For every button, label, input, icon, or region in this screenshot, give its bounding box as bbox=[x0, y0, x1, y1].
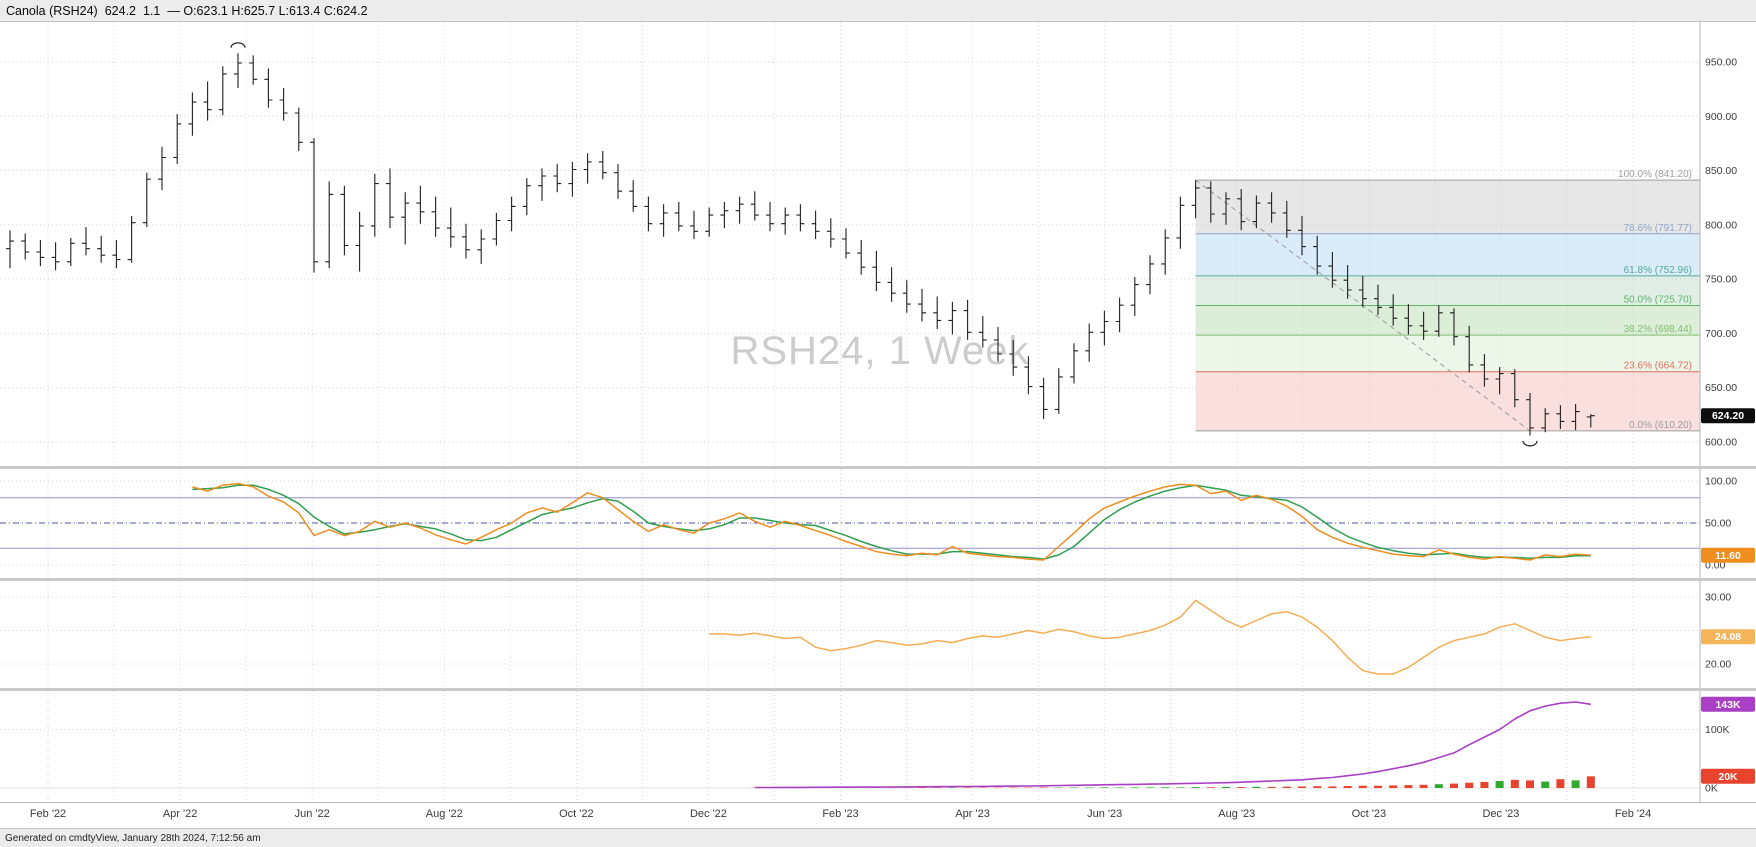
last-price: 624.2 bbox=[104, 3, 136, 18]
svg-text:100.0% (841.20): 100.0% (841.20) bbox=[1618, 169, 1692, 180]
time-axis-label: Oct '23 bbox=[1351, 808, 1387, 820]
oscillator-panel: 100.00 50.00 0.00 11.60 bbox=[0, 466, 1756, 578]
svg-text:61.8% (752.96): 61.8% (752.96) bbox=[1624, 265, 1692, 276]
svg-text:50.00: 50.00 bbox=[1705, 518, 1731, 530]
svg-text:RSH24, 1 Week: RSH24, 1 Week bbox=[730, 329, 1029, 373]
svg-text:30.00: 30.00 bbox=[1705, 592, 1731, 604]
time-axis-label: Oct '22 bbox=[559, 808, 594, 820]
time-axis-label: Dec '22 bbox=[689, 808, 727, 820]
volume-open-interest-chart[interactable]: 100K 0K 143K 20K bbox=[0, 691, 1756, 802]
svg-text:100K: 100K bbox=[1705, 724, 1730, 736]
chart-header: Canola (RSH24) 624.2 1.1 — O:623.1 H:625… bbox=[0, 0, 1756, 22]
price-change: 1.1 bbox=[143, 3, 161, 18]
svg-text:0K: 0K bbox=[1705, 783, 1718, 795]
svg-text:650.00: 650.00 bbox=[1705, 382, 1737, 394]
svg-text:700.00: 700.00 bbox=[1705, 328, 1737, 340]
svg-text:38.2% (698.44): 38.2% (698.44) bbox=[1624, 324, 1692, 335]
time-axis-label: Apr '23 bbox=[955, 808, 990, 820]
indicator-chart[interactable]: 30.00 20.00 24.08 bbox=[0, 581, 1756, 688]
time-axis[interactable]: Feb '22 Apr '22 Jun '22 Aug '22 Oct '22 Dec '… bbox=[0, 802, 1756, 828]
ohlc-summary: — O:623.1 H:625.7 L:613.4 C:624.2 bbox=[167, 3, 368, 18]
time-axis-label: Feb '22 bbox=[29, 808, 67, 820]
svg-text:900.00: 900.00 bbox=[1705, 111, 1737, 123]
time-axis-label: Feb '23 bbox=[822, 808, 859, 820]
svg-text:23.6% (664.72): 23.6% (664.72) bbox=[1624, 361, 1692, 372]
time-axis-label: Apr '22 bbox=[162, 808, 198, 820]
svg-text:950.00: 950.00 bbox=[1705, 57, 1737, 69]
generated-timestamp: Generated on cmdtyView, January 28th 202… bbox=[5, 832, 261, 844]
svg-text:11.60: 11.60 bbox=[1715, 550, 1741, 562]
svg-text:0.0% (610.20): 0.0% (610.20) bbox=[1629, 420, 1692, 431]
svg-text:800.00: 800.00 bbox=[1705, 219, 1737, 231]
instrument-name: Canola (RSH24) bbox=[6, 3, 98, 18]
svg-text:600.00: 600.00 bbox=[1705, 437, 1737, 449]
volume-open-interest-panel: 100K 0K 143K 20K bbox=[0, 688, 1756, 802]
svg-text:850.00: 850.00 bbox=[1705, 165, 1737, 177]
svg-text:20K: 20K bbox=[1718, 771, 1738, 783]
svg-text:624.20: 624.20 bbox=[1712, 410, 1744, 422]
time-axis-label: Feb '24 bbox=[1614, 808, 1652, 820]
time-axis-label: Dec '23 bbox=[1482, 808, 1520, 820]
price-chart-panel: 600.00 650.00 700.00 750.00 800.00 850.00 900.… bbox=[0, 22, 1756, 466]
svg-text:20.00: 20.00 bbox=[1705, 659, 1731, 671]
svg-text:50.0% (725.70): 50.0% (725.70) bbox=[1624, 295, 1692, 306]
svg-text:100.00: 100.00 bbox=[1705, 476, 1737, 488]
indicator-panel: 30.00 20.00 24.08 bbox=[0, 578, 1756, 688]
time-axis-label: Aug '22 bbox=[425, 808, 463, 820]
svg-text:78.6% (791.77): 78.6% (791.77) bbox=[1624, 223, 1692, 234]
svg-text:750.00: 750.00 bbox=[1705, 274, 1737, 286]
price-chart[interactable]: 600.00 650.00 700.00 750.00 800.00 850.00 900.… bbox=[0, 22, 1756, 466]
time-axis-label: Jun '23 bbox=[1087, 808, 1123, 820]
svg-text:143K: 143K bbox=[1715, 699, 1741, 711]
status-bar: Generated on cmdtyView, January 28th 202… bbox=[0, 828, 1756, 847]
time-axis-label: Aug '23 bbox=[1218, 808, 1256, 820]
svg-text:24.08: 24.08 bbox=[1715, 631, 1741, 643]
time-axis-label: Jun '22 bbox=[294, 808, 330, 820]
